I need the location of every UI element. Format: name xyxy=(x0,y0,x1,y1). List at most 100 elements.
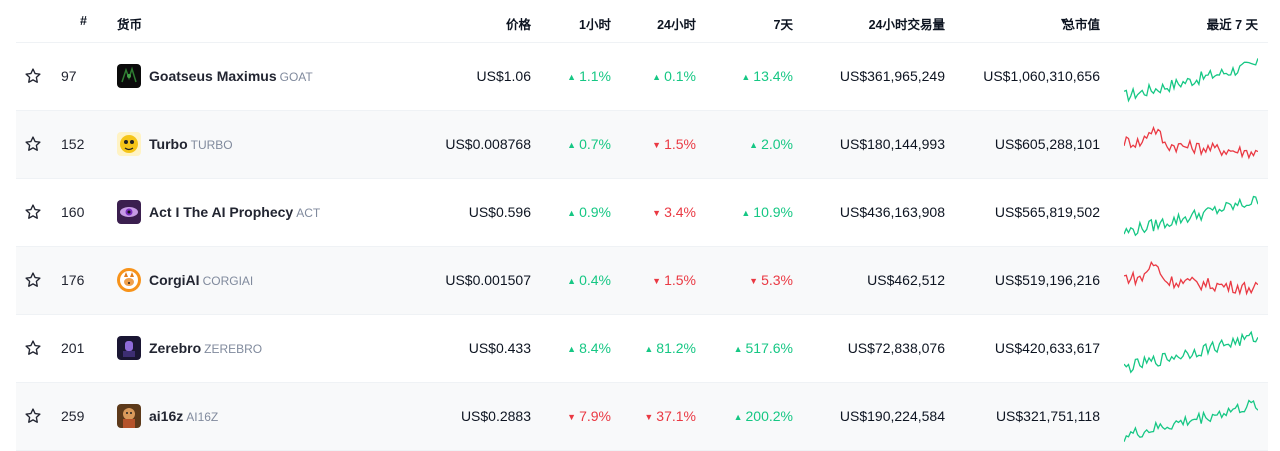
caret-up-icon: ▲ xyxy=(567,72,577,82)
volume-cell: US$462,512 xyxy=(867,272,945,288)
change-1h: ▲ 0.7% xyxy=(567,136,611,152)
table-header: # 货币 价格 1小时 24小时 7天 24小时交易量 ▼ 总市值 最近 7 天 xyxy=(16,0,1268,43)
rank-cell: 176 xyxy=(61,272,85,288)
caret-down-icon: ▼ xyxy=(644,412,654,422)
volume-cell: US$180,144,993 xyxy=(839,136,945,152)
h1-header[interactable]: 1小时 xyxy=(579,18,611,32)
volume-cell: US$436,163,908 xyxy=(839,204,945,220)
change-1h: ▲ 0.9% xyxy=(567,204,611,220)
change-7d: ▲ 517.6% xyxy=(733,340,793,356)
table-row[interactable]: 97 Goatseus Maximus GOAT US$1.06 ▲ 1.1% ▲ 0.1% ▲… xyxy=(16,43,1268,111)
change-24h: ▲ 81.2% xyxy=(644,340,696,356)
rank-cell: 201 xyxy=(61,340,85,356)
rank-header[interactable]: # xyxy=(80,14,87,28)
price-cell: US$0.2883 xyxy=(460,408,531,424)
change-7d: ▲ 13.4% xyxy=(741,68,793,84)
caret-up-icon: ▲ xyxy=(749,140,759,150)
caret-up-icon: ▲ xyxy=(567,140,577,150)
price-cell: US$1.06 xyxy=(476,68,531,84)
caret-down-icon: ▼ xyxy=(652,276,662,286)
mcap-cell: US$420,633,617 xyxy=(994,340,1100,356)
change-7d: ▲ 10.9% xyxy=(741,204,793,220)
caret-up-icon: ▲ xyxy=(733,412,743,422)
price-cell: US$0.596 xyxy=(468,204,531,220)
favorite-star-icon[interactable] xyxy=(24,339,42,357)
caret-up-icon: ▲ xyxy=(652,72,662,82)
coin-name-link[interactable]: Goatseus Maximus GOAT xyxy=(149,68,313,84)
caret-up-icon: ▲ xyxy=(741,72,751,82)
caret-down-icon: ▼ xyxy=(652,140,662,150)
goat-logo-icon xyxy=(117,64,141,88)
mcap-cell: US$1,060,310,656 xyxy=(983,68,1100,84)
mcap-cell: US$519,196,216 xyxy=(994,272,1100,288)
volume-cell: US$72,838,076 xyxy=(847,340,945,356)
zerebro-logo-icon xyxy=(117,336,141,360)
change-1h: ▲ 8.4% xyxy=(567,340,611,356)
crypto-table: # 货币 价格 1小时 24小时 7天 24小时交易量 ▼ 总市值 最近 7 天… xyxy=(16,0,1268,451)
caret-down-icon: ▼ xyxy=(567,412,577,422)
mcap-cell: US$605,288,101 xyxy=(994,136,1100,152)
price-header[interactable]: 价格 xyxy=(505,18,531,32)
coin-name-link[interactable]: Zerebro ZEREBRO xyxy=(149,340,263,356)
change-1h: ▲ 1.1% xyxy=(567,68,611,84)
sparkline-7d xyxy=(1123,387,1259,445)
change-1h: ▼ 7.9% xyxy=(567,408,611,424)
caret-up-icon: ▲ xyxy=(733,344,743,354)
mcap-cell: US$321,751,118 xyxy=(995,408,1100,424)
rank-cell: 152 xyxy=(61,136,85,152)
price-cell: US$0.001507 xyxy=(445,272,531,288)
caret-up-icon: ▲ xyxy=(741,208,751,218)
volume-header[interactable]: 24小时交易量 xyxy=(868,18,945,32)
rank-cell: 97 xyxy=(61,68,77,84)
ai16z-logo-icon xyxy=(117,404,141,428)
corgi-logo-icon xyxy=(117,268,141,292)
h24-header[interactable]: 24小时 xyxy=(657,18,696,32)
table-row[interactable]: 152 Turbo TURBO US$0.008768 ▲ 0.7% ▼ 1.5% ▲ 2.0% U… xyxy=(16,111,1268,179)
favorite-star-icon[interactable] xyxy=(24,67,42,85)
coin-name-link[interactable]: Turbo TURBO xyxy=(149,136,233,152)
change-24h: ▼ 37.1% xyxy=(644,408,696,424)
act-logo-icon xyxy=(117,200,141,224)
coin-name-link[interactable]: CorgiAI CORGIAI xyxy=(149,272,254,288)
d7-header[interactable]: 7天 xyxy=(773,18,793,32)
table-row[interactable]: 160 Act I The AI Prophecy ACT US$0.596 ▲ 0.9%… xyxy=(16,179,1268,247)
price-cell: US$0.008768 xyxy=(445,136,531,152)
mcap-cell: US$565,819,502 xyxy=(994,204,1100,220)
caret-up-icon: ▲ xyxy=(567,208,577,218)
caret-up-icon: ▲ xyxy=(567,344,577,354)
coin-name-link[interactable]: ai16z AI16Z xyxy=(149,408,219,424)
caret-up-icon: ▲ xyxy=(567,276,577,286)
sort-desc-icon: ▼ xyxy=(1059,16,1068,26)
caret-up-icon: ▲ xyxy=(644,344,654,354)
sparkline-7d xyxy=(1123,183,1259,241)
change-24h: ▼ 3.4% xyxy=(652,204,696,220)
caret-down-icon: ▼ xyxy=(749,276,759,286)
mcap-header[interactable]: 总市值 xyxy=(1062,18,1100,32)
last7-header: 最近 7 天 xyxy=(1206,18,1258,32)
sparkline-7d xyxy=(1123,47,1259,105)
sparkline-7d xyxy=(1123,251,1259,309)
sparkline-7d xyxy=(1123,319,1259,377)
table-row[interactable]: 201 Zerebro ZEREBRO US$0.433 ▲ 8.4% ▲ 81.2% ▲ 517… xyxy=(16,315,1268,383)
turbo-logo-icon xyxy=(117,132,141,156)
change-1h: ▲ 0.4% xyxy=(567,272,611,288)
favorite-star-icon[interactable] xyxy=(24,271,42,289)
change-7d: ▲ 200.2% xyxy=(733,408,793,424)
table-row[interactable]: 259 ai16z AI16Z US$0.2883 ▼ 7.9% ▼ 37.1% ▲ 200.2%… xyxy=(16,383,1268,451)
caret-down-icon: ▼ xyxy=(652,208,662,218)
price-cell: US$0.433 xyxy=(468,340,531,356)
favorite-star-icon[interactable] xyxy=(24,203,42,221)
favorite-star-icon[interactable] xyxy=(24,407,42,425)
change-24h: ▼ 1.5% xyxy=(652,272,696,288)
sparkline-7d xyxy=(1123,115,1259,173)
coin-name-link[interactable]: Act I The AI Prophecy ACT xyxy=(149,204,321,220)
coin-header[interactable]: 货币 xyxy=(117,18,143,32)
volume-cell: US$361,965,249 xyxy=(839,68,945,84)
table-row[interactable]: 176 CorgiAI CORGIAI US$0.001507 ▲ 0.4% ▼ 1.5% ▼ 5… xyxy=(16,247,1268,315)
favorite-star-icon[interactable] xyxy=(24,135,42,153)
change-24h: ▲ 0.1% xyxy=(652,68,696,84)
change-24h: ▼ 1.5% xyxy=(652,136,696,152)
change-7d: ▲ 2.0% xyxy=(749,136,793,152)
change-7d: ▼ 5.3% xyxy=(749,272,793,288)
rank-cell: 259 xyxy=(61,408,85,424)
